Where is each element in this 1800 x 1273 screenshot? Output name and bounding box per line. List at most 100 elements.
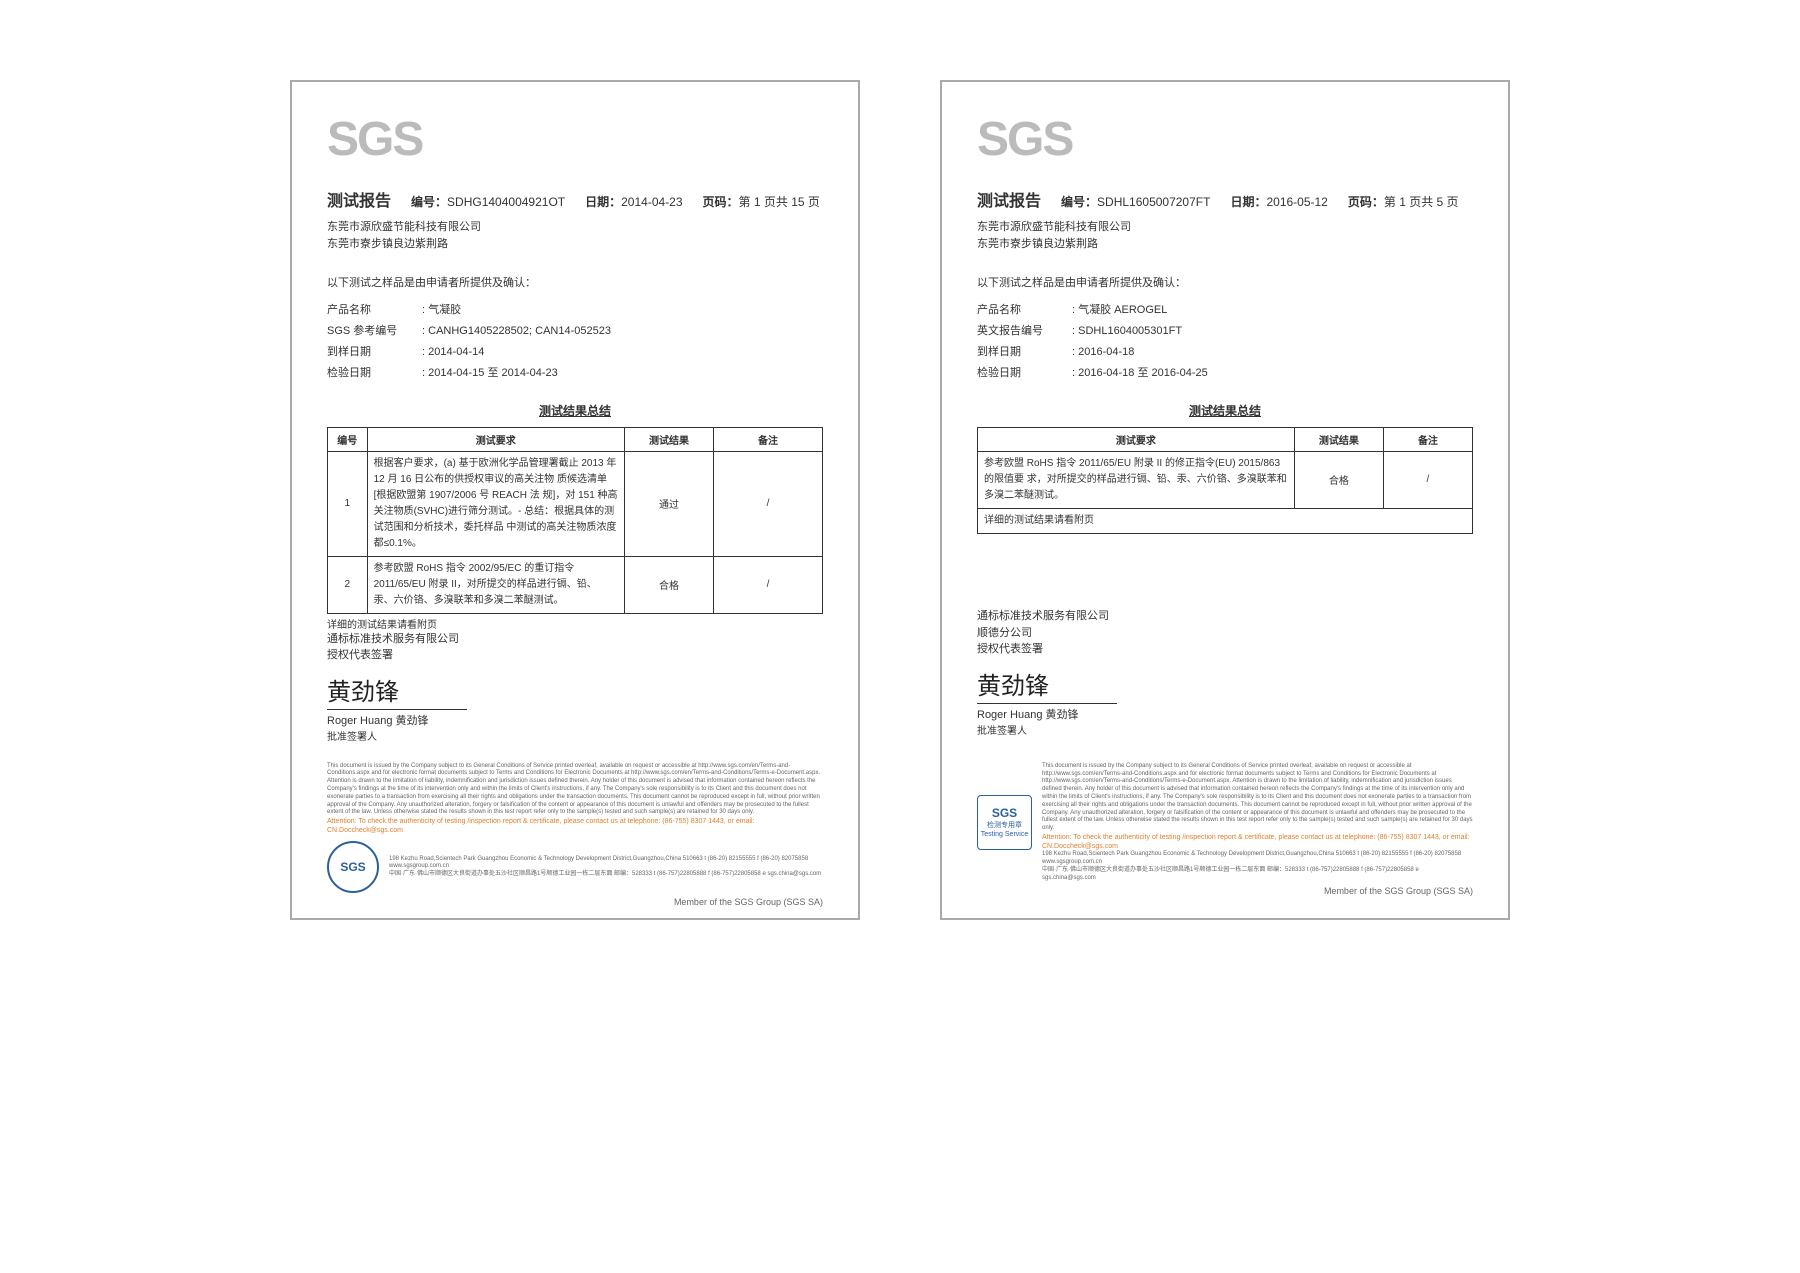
report-doc-1: SGS 测试报告 编号：SDHG1404004921OT 日期：2014-04-…: [290, 80, 860, 920]
signer-name: Roger Huang 黄劲锋: [327, 712, 823, 728]
footer: This document is issued by the Company s…: [327, 763, 823, 909]
disclaimer-text: This document is issued by the Company s…: [1042, 763, 1473, 833]
kv-key: 检验日期: [977, 363, 1072, 384]
foot-addr-en: 198 Kezhu Road,Scientech Park Guangzhou …: [389, 856, 823, 872]
report-doc-2: SGS 测试报告 编号：SDHL1605007207FT 日期：2016-05-…: [940, 80, 1510, 920]
client-address: 东莞市源欣盛节能科技有限公司 东莞市寮步镇良边紫荆路: [327, 219, 823, 252]
th-no: 编号: [328, 427, 368, 451]
sgs-logo: SGS: [327, 112, 823, 167]
table-row: 详细的测试结果请看附页: [978, 508, 1473, 533]
cell-req: 根据客户要求，(a) 基于欧洲化学品管理署截止 2013 年 12 月 16 日…: [367, 451, 624, 556]
cell-result: 合格: [1294, 451, 1383, 508]
report-header: 测试报告 编号：SDHG1404004921OT 日期：2014-04-23 页…: [327, 187, 823, 211]
report-page: 第 1 页共 15 页: [739, 195, 820, 209]
foot-addr-cn: 中国·广东·佛山市顺德区大良街道办事处五沙社区顺昌路1号顺德工业园一栋二层东面 …: [389, 871, 823, 879]
cell-req: 参考欧盟 RoHS 指令 2011/65/EU 附录 II 的修正指令(EU) …: [978, 451, 1295, 508]
summary-title: 测试结果总结: [977, 402, 1473, 419]
page-label: 页码：: [1348, 195, 1384, 209]
signature-script: 黄劲锋: [327, 672, 823, 707]
kv-key: 产品名称: [327, 300, 422, 321]
sgs-logo: SGS: [977, 112, 1473, 167]
results-table: 编号 测试要求 测试结果 备注 1 根据客户要求，(a) 基于欧洲化学品管理署截…: [327, 427, 823, 614]
kv-val: CANHG1405228502; CAN14-052523: [422, 321, 611, 342]
kv-row: 检验日期2016-04-18 至 2016-04-25: [977, 363, 1473, 384]
cell-req: 参考欧盟 RoHS 指令 2002/95/EC 的重订指令 2011/65/EU…: [367, 556, 624, 613]
signature-block: 通标标准技术服务有限公司 顺德分公司 授权代表签署 黄劲锋 Roger Huan…: [977, 608, 1473, 737]
summary-title: 测试结果总结: [327, 402, 823, 419]
kv-row: 到样日期2016-04-18: [977, 342, 1473, 363]
signer-role: 批准签署人: [977, 722, 1473, 737]
cell-no: 2: [328, 556, 368, 613]
attention-text: Attention: To check the authenticity of …: [1042, 833, 1473, 851]
kv-row: 产品名称气凝胶 AEROGEL: [977, 300, 1473, 321]
kv-val: 2016-04-18: [1072, 342, 1134, 363]
addr-line2: 东莞市寮步镇良边紫荆路: [977, 236, 1473, 253]
signature-line: [977, 703, 1117, 704]
cell-remark: /: [714, 451, 823, 556]
client-address: 东莞市源欣盛节能科技有限公司 东莞市寮步镇良边紫荆路: [977, 219, 1473, 252]
signature-script: 黄劲锋: [977, 666, 1473, 701]
th-result: 测试结果: [1294, 427, 1383, 451]
kv-key: 产品名称: [977, 300, 1072, 321]
member-text: Member of the SGS Group (SGS SA): [327, 897, 823, 909]
addr-line1: 东莞市源欣盛节能科技有限公司: [327, 219, 823, 236]
table-row: 1 根据客户要求，(a) 基于欧洲化学品管理署截止 2013 年 12 月 16…: [328, 451, 823, 556]
kv-val: 2016-04-18 至 2016-04-25: [1072, 363, 1208, 384]
kv-row: 到样日期2014-04-14: [327, 342, 823, 363]
report-date: 2016-05-12: [1266, 195, 1327, 209]
kv-val: 2014-04-15 至 2014-04-23: [422, 363, 558, 384]
cell-remark: /: [1383, 451, 1472, 508]
sample-note: 以下测试之样品是由申请者所提供及确认：: [977, 274, 1473, 290]
footer-row: SGS 198 Kezhu Road,Scientech Park Guangz…: [327, 841, 823, 893]
stamp-line2: Testing Service: [981, 830, 1028, 839]
report-page: 第 1 页共 5 页: [1384, 195, 1459, 209]
member-text: Member of the SGS Group (SGS SA): [977, 886, 1473, 898]
kv-key: 到样日期: [327, 342, 422, 363]
table-header-row: 编号 测试要求 测试结果 备注: [328, 427, 823, 451]
results-table: 测试要求 测试结果 备注 参考欧盟 RoHS 指令 2011/65/EU 附录 …: [977, 427, 1473, 534]
addr-line2: 东莞市寮步镇良边紫荆路: [327, 236, 823, 253]
square-stamp: SGS 检测专用章 Testing Service: [977, 795, 1032, 850]
cell-remark: /: [714, 556, 823, 613]
date-label: 日期：: [1230, 195, 1266, 209]
cell-result: 通过: [625, 451, 714, 556]
foot-addr-en: 198 Kezhu Road,Scientech Park Guangzhou …: [1042, 851, 1473, 867]
report-date: 2014-04-23: [621, 195, 682, 209]
company-lines: 通标标准技术服务有限公司 授权代表签署: [327, 631, 823, 664]
table-row: 参考欧盟 RoHS 指令 2011/65/EU 附录 II 的修正指令(EU) …: [978, 451, 1473, 508]
th-remark: 备注: [1383, 427, 1472, 451]
sample-note: 以下测试之样品是由申请者所提供及确认：: [327, 274, 823, 290]
kv-val: 气凝胶: [422, 300, 461, 321]
page-label: 页码：: [703, 195, 739, 209]
date-label: 日期：: [585, 195, 621, 209]
disclaimer-text: This document is issued by the Company s…: [327, 763, 823, 818]
cell-no: 1: [328, 451, 368, 556]
signer-name: Roger Huang 黄劲锋: [977, 706, 1473, 722]
kv-row: 产品名称气凝胶: [327, 300, 823, 321]
kv-row: 检验日期2014-04-15 至 2014-04-23: [327, 363, 823, 384]
kv-key: 英文报告编号: [977, 321, 1072, 342]
addr-line1: 东莞市源欣盛节能科技有限公司: [977, 219, 1473, 236]
kv-row: 英文报告编号SDHL1604005301FT: [977, 321, 1473, 342]
kv-val: 2014-04-14: [422, 342, 484, 363]
report-header: 测试报告 编号：SDHL1605007207FT 日期：2016-05-12 页…: [977, 187, 1473, 211]
company-lines: 通标标准技术服务有限公司 顺德分公司 授权代表签署: [977, 608, 1473, 658]
th-result: 测试结果: [625, 427, 714, 451]
report-no: SDHL1605007207FT: [1097, 195, 1210, 209]
attention-text: Attention: To check the authenticity of …: [327, 817, 823, 835]
page-wrap: SGS 测试报告 编号：SDHG1404004921OT 日期：2014-04-…: [0, 0, 1800, 1000]
no-label: 编号：: [1061, 195, 1097, 209]
stamp-line1: 检测专用章: [987, 821, 1022, 830]
report-title: 测试报告: [327, 187, 391, 211]
report-title: 测试报告: [977, 187, 1041, 211]
kv-key: 到样日期: [977, 342, 1072, 363]
table-header-row: 测试要求 测试结果 备注: [978, 427, 1473, 451]
stamp-logo: SGS: [992, 806, 1017, 822]
kv-key: 检验日期: [327, 363, 422, 384]
table-row: 2 参考欧盟 RoHS 指令 2002/95/EC 的重订指令 2011/65/…: [328, 556, 823, 613]
foot-addr-cn: 中国·广东·佛山市顺德区大良街道办事处五沙社区顺昌路1号顺德工业园一栋二层东面 …: [1042, 867, 1473, 883]
signer-role: 批准签署人: [327, 728, 823, 743]
footer: SGS 检测专用章 Testing Service This document …: [977, 757, 1473, 898]
detail-note: 详细的测试结果请看附页: [327, 616, 823, 631]
th-req: 测试要求: [978, 427, 1295, 451]
